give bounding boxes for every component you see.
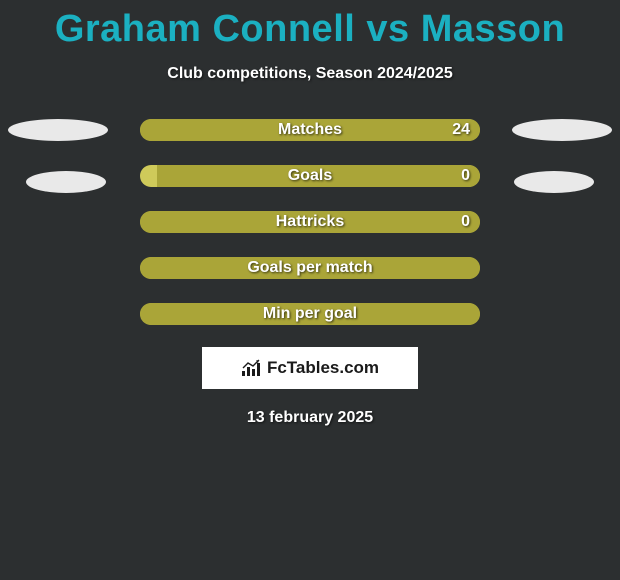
- brand-text: FcTables.com: [267, 358, 379, 378]
- bar-value-right: 0: [461, 213, 470, 231]
- bar-label: Goals: [288, 167, 332, 185]
- brand-chart-icon: [241, 359, 263, 377]
- stat-bar: Min per goal: [140, 303, 480, 325]
- stat-bar: Hattricks 0: [140, 211, 480, 233]
- player-oval-right: [514, 171, 594, 193]
- brand-badge: FcTables.com: [202, 347, 418, 389]
- date-line: 13 february 2025: [0, 409, 620, 427]
- stat-bar: Goals per match: [140, 257, 480, 279]
- player-oval-right: [512, 119, 612, 141]
- player-oval-left: [8, 119, 108, 141]
- bar-value-right: 0: [461, 167, 470, 185]
- left-player-column: [8, 119, 118, 193]
- bar-value-right: 24: [452, 121, 470, 139]
- right-player-column: [502, 119, 612, 193]
- bar-label: Hattricks: [276, 213, 344, 231]
- comparison-chart: Matches 24 Goals 0 Hattricks 0 Goals per match…: [0, 119, 620, 325]
- bar-label: Min per goal: [263, 305, 357, 323]
- stat-bars: Matches 24 Goals 0 Hattricks 0 Goals per match…: [140, 119, 480, 325]
- bar-label: Goals per match: [247, 259, 372, 277]
- player-oval-left: [26, 171, 106, 193]
- subtitle: Club competitions, Season 2024/2025: [0, 65, 620, 83]
- stat-bar: Matches 24: [140, 119, 480, 141]
- page-title: Graham Connell vs Masson: [0, 0, 620, 51]
- stat-bar: Goals 0: [140, 165, 480, 187]
- bar-label: Matches: [278, 121, 342, 139]
